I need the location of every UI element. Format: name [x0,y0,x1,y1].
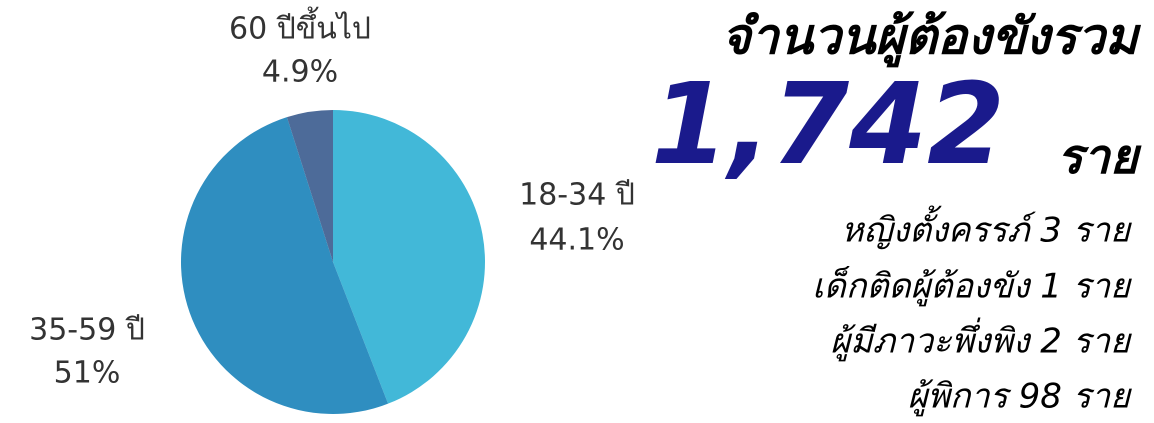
summary-line: เด็กติดผู้ต้องขัง 1 ราย [812,266,1132,307]
slice-label: 18-34 ปี [519,178,635,213]
slice-value: 44.1% [529,223,624,258]
pie-slice [180,117,389,415]
summary-total: 1,742 [651,60,1005,190]
slice-label: 35-59 ปี [29,313,145,348]
summary-title: จำนวนผู้ต้องขังรวม [721,8,1142,68]
summary-line: ผู้มีภาวะพึ่งพิง 2 ราย [830,318,1132,362]
summary-line: ผู้พิการ 98 ราย [908,377,1133,417]
slice-label: 60 ปีขึ้นไป [229,7,371,47]
pie-slice [333,110,485,404]
summary-line: หญิงตั้งครรภ์ 3 ราย [841,205,1132,251]
pie-slice [286,110,333,262]
summary-unit: ราย [1057,129,1142,185]
slice-value: 4.9% [262,55,338,90]
slice-value: 51% [54,356,121,391]
